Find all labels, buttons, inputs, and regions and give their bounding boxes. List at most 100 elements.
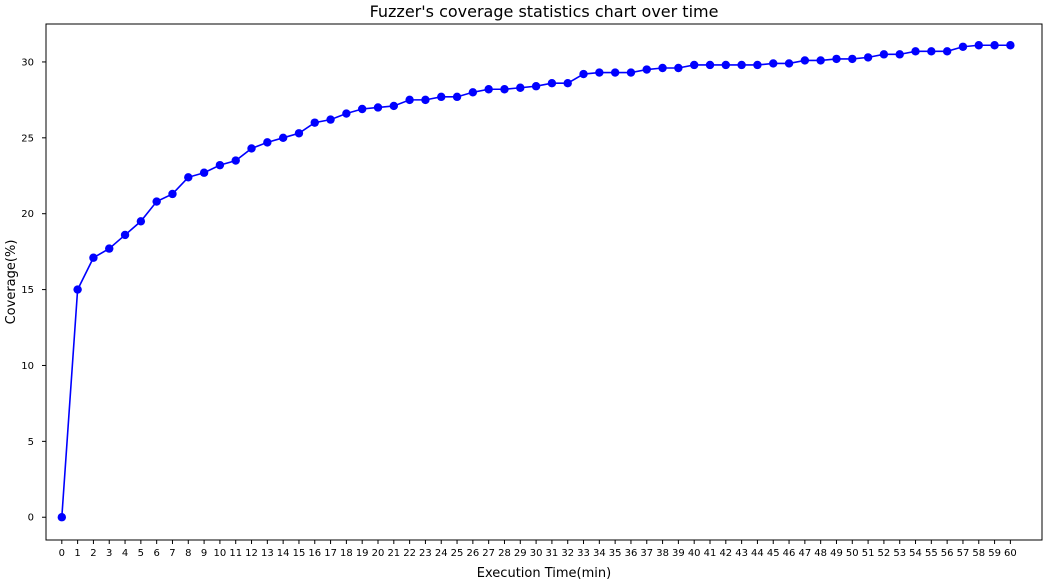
data-point <box>184 173 193 182</box>
x-tick-label: 58 <box>972 548 985 559</box>
data-point <box>468 88 478 97</box>
x-tick-label: 28 <box>498 548 511 559</box>
x-tick-label: 4 <box>122 548 128 559</box>
x-tick-label: 57 <box>957 548 970 559</box>
x-tick-label: 17 <box>324 548 337 559</box>
x-tick-label: 21 <box>387 548 400 559</box>
x-axis-ticks: 0 1 2 3 4 5 6 7 8 9 10 11 12 13 14 15 16 17 18 19 20 21 22 23 24… <box>59 540 1017 559</box>
data-point <box>516 83 525 92</box>
data-point <box>373 103 383 112</box>
data-point <box>848 54 857 64</box>
data-point <box>421 95 430 105</box>
data-point <box>136 217 146 226</box>
x-tick-label: 31 <box>546 548 559 559</box>
x-tick-label: 39 <box>672 548 685 559</box>
data-point <box>642 65 651 74</box>
data-point <box>168 189 177 199</box>
y-tick-label: 25 <box>21 133 34 144</box>
data-point <box>595 68 604 77</box>
data-point <box>563 78 572 88</box>
x-tick-label: 51 <box>862 548 875 559</box>
data-point <box>263 138 272 147</box>
data-point <box>879 50 889 59</box>
data-point <box>990 41 999 50</box>
x-tick-label: 36 <box>625 548 638 559</box>
data-point <box>816 56 825 65</box>
data-point <box>547 78 557 88</box>
x-axis-label: Execution Time(min) <box>477 566 611 580</box>
x-tick-label: 52 <box>878 548 891 559</box>
x-tick-label: 24 <box>435 548 448 559</box>
data-point <box>658 63 667 73</box>
data-point <box>911 47 920 56</box>
data-point <box>152 197 161 206</box>
x-tick-label: 12 <box>245 548 258 559</box>
data-point <box>294 129 304 138</box>
x-tick-label: 19 <box>356 548 369 559</box>
x-tick-label: 18 <box>340 548 353 559</box>
x-tick-label: 50 <box>846 548 859 559</box>
data-point <box>753 60 762 70</box>
x-tick-label: 11 <box>229 548 242 559</box>
data-point <box>610 68 620 77</box>
data-point <box>579 69 588 79</box>
x-tick-label: 2 <box>90 548 96 559</box>
x-tick-label: 23 <box>419 548 432 559</box>
data-point <box>389 101 399 111</box>
data-point <box>800 56 810 65</box>
data-point <box>927 47 936 56</box>
x-tick-label: 49 <box>830 548 843 559</box>
y-tick-label: 5 <box>28 437 34 448</box>
data-point <box>120 230 130 240</box>
data-point <box>626 68 636 77</box>
x-tick-label: 1 <box>74 548 80 559</box>
data-point <box>215 160 225 170</box>
x-tick-label: 37 <box>640 548 653 559</box>
x-tick-label: 5 <box>138 548 144 559</box>
x-tick-label: 54 <box>909 548 922 559</box>
data-point <box>231 156 240 165</box>
data-point <box>958 42 968 51</box>
x-tick-label: 9 <box>201 548 207 559</box>
plot-area-frame <box>45 23 1043 541</box>
x-tick-label: 34 <box>593 548 606 559</box>
data-point <box>784 59 794 68</box>
x-tick-label: 16 <box>308 548 321 559</box>
x-tick-label: 27 <box>482 548 495 559</box>
data-point <box>705 60 715 70</box>
data-point <box>721 60 731 70</box>
x-tick-label: 13 <box>261 548 274 559</box>
x-tick-label: 43 <box>735 548 748 559</box>
x-tick-label: 60 <box>1004 548 1017 559</box>
data-point <box>500 85 509 94</box>
x-tick-label: 22 <box>403 548 416 559</box>
x-tick-label: 38 <box>656 548 669 559</box>
data-point <box>247 144 256 153</box>
x-tick-label: 53 <box>893 548 906 559</box>
x-tick-label: 42 <box>719 548 732 559</box>
data-point <box>405 95 414 105</box>
x-tick-label: 44 <box>751 548 764 559</box>
x-tick-label: 0 <box>59 548 65 559</box>
data-point <box>895 50 904 59</box>
data-point <box>199 168 209 177</box>
x-tick-label: 30 <box>530 548 543 559</box>
data-point <box>105 244 114 253</box>
x-tick-label: 7 <box>169 548 175 559</box>
x-tick-label: 35 <box>609 548 622 559</box>
y-axis-label: Coverage(%) <box>4 240 19 325</box>
data-point <box>342 109 351 118</box>
data-point <box>737 60 746 70</box>
y-tick-label: 15 <box>21 285 34 296</box>
data-point <box>310 118 319 127</box>
x-tick-label: 45 <box>767 548 780 559</box>
x-tick-label: 47 <box>798 548 811 559</box>
data-point <box>357 104 367 114</box>
x-tick-label: 40 <box>688 548 701 559</box>
x-tick-label: 46 <box>783 548 796 559</box>
data-point <box>278 133 288 143</box>
x-tick-label: 56 <box>941 548 954 559</box>
chart-title: Fuzzer's coverage statistics chart over … <box>370 2 719 21</box>
data-point <box>531 82 541 91</box>
